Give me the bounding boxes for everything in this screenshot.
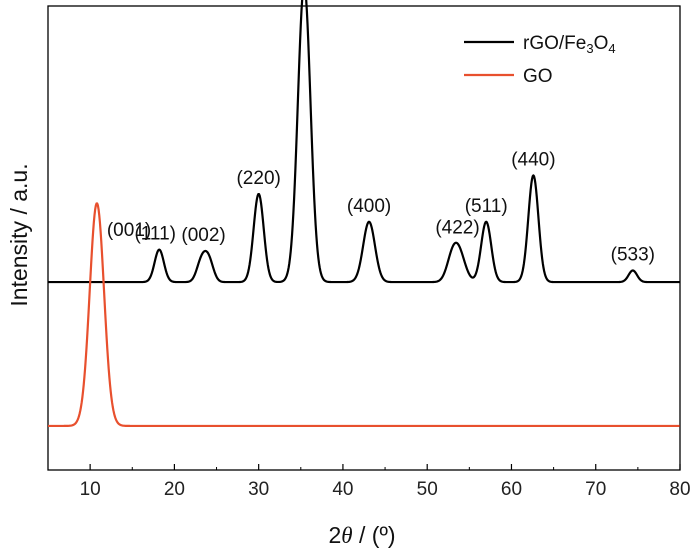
y-axis-title: Intensity / a.u. (6, 163, 32, 306)
x-axis-title-theta: θ (341, 523, 352, 548)
legend-label-0: rGO/Fe3O4 (523, 33, 616, 56)
plot-frame (47, 5, 681, 471)
peak-label: (001) (107, 220, 151, 241)
legend: rGO/Fe3O4 GO (464, 33, 616, 87)
peak-label: (220) (236, 168, 280, 189)
x-tick-label: 70 (585, 479, 606, 500)
peak-label: (511) (465, 196, 508, 217)
peak-label: (002) (181, 225, 225, 246)
series-line-1 (47, 202, 681, 428)
x-axis-title: 2θ / (º) (329, 522, 396, 548)
peak-labels: (111)(002)(220)(311)(400)(422)(511)(440)… (107, 149, 655, 265)
x-tick-label: 20 (164, 479, 185, 500)
peak-label: (422) (435, 217, 479, 238)
series-layer (47, 0, 681, 428)
peak-label: (111) (134, 224, 176, 245)
x-tick-label: 10 (80, 479, 101, 500)
x-axis-title-unit: / (º) (353, 522, 396, 548)
peak-label: (440) (511, 149, 555, 170)
x-tick-label: 30 (248, 479, 269, 500)
x-tick-label: 80 (669, 479, 690, 500)
x-tick-label: 60 (501, 479, 522, 500)
x-tick-label: 40 (332, 479, 353, 500)
x-axis-title-prefix: 2 (329, 522, 342, 548)
series-line-0 (47, 0, 681, 284)
peak-label: (533) (611, 244, 655, 265)
peak-label: (400) (347, 196, 391, 217)
legend-label-1: GO (523, 66, 553, 87)
axes: 10 20 30 40 50 60 70 80 (47, 5, 691, 500)
x-tick-label: 50 (417, 479, 438, 500)
